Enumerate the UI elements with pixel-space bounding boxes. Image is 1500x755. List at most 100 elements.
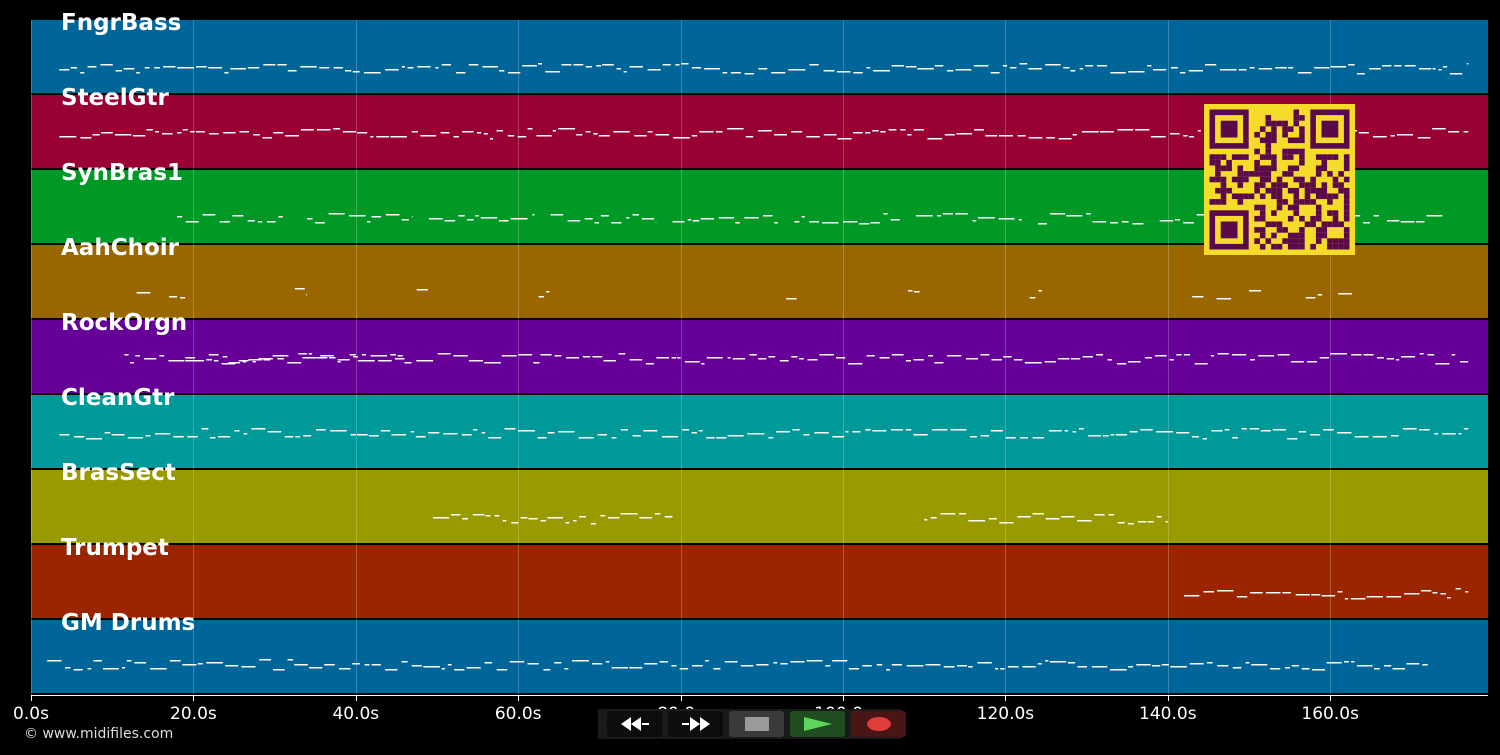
note-mark (1217, 590, 1234, 592)
note-mark (1097, 65, 1107, 67)
note-mark (1079, 428, 1084, 430)
note-mark (1205, 64, 1217, 66)
fast-forward-icon (681, 717, 710, 731)
note-mark (533, 362, 540, 364)
axis-tick-label: 60.0s (494, 704, 542, 724)
note-mark (1127, 523, 1134, 525)
note-mark (1117, 129, 1134, 131)
track-lane[interactable]: AahChoir (31, 235, 1488, 318)
note-mark (1072, 431, 1077, 433)
play-button[interactable] (790, 711, 845, 737)
track-name: BrasSect (61, 460, 176, 486)
note-mark (522, 65, 537, 67)
note-mark (1155, 355, 1167, 357)
note-mark (1401, 356, 1416, 358)
note-mark (337, 361, 341, 363)
note-mark (1099, 131, 1114, 133)
track-lane[interactable]: BrasSect (31, 460, 1488, 543)
note-mark (1088, 435, 1101, 437)
note-mark (154, 67, 160, 69)
note-mark (1140, 429, 1153, 431)
note-mark (65, 667, 71, 669)
note-mark (461, 434, 472, 436)
note-mark (499, 70, 505, 72)
note-mark (1108, 514, 1115, 516)
note-mark (613, 131, 630, 133)
note-mark (888, 129, 897, 131)
note-mark (1250, 359, 1255, 361)
note-mark (428, 218, 443, 220)
note-mark (122, 667, 126, 669)
note-mark (219, 221, 230, 223)
note-mark (999, 135, 1013, 137)
note-mark (656, 357, 670, 359)
note-mark (942, 213, 953, 215)
note-mark (585, 131, 591, 133)
note-mark (859, 223, 870, 225)
note-mark (727, 435, 744, 437)
stop-button[interactable] (729, 711, 784, 737)
note-mark (1392, 668, 1405, 670)
note-mark (1435, 363, 1450, 365)
note-mark (123, 68, 135, 70)
note-mark (201, 428, 209, 430)
note-mark (101, 132, 113, 134)
note-mark (342, 131, 356, 133)
note-mark (1432, 592, 1438, 594)
note-mark (357, 434, 368, 436)
note-mark (221, 363, 236, 365)
note-mark (647, 131, 653, 133)
note-mark (1153, 69, 1167, 71)
note-sequence (1184, 588, 1469, 600)
note-mark (596, 65, 602, 67)
note-mark (320, 355, 334, 357)
note-mark (329, 357, 336, 359)
note-mark (1448, 131, 1460, 133)
note-mark (930, 517, 937, 519)
note-mark (248, 359, 263, 361)
note-mark (735, 222, 740, 224)
note-mark (905, 360, 911, 362)
note-mark (1372, 436, 1387, 438)
fast-forward-button[interactable] (668, 711, 723, 737)
note-mark (357, 132, 368, 134)
note-mark (1419, 68, 1432, 70)
note-mark (1129, 431, 1138, 433)
note-mark (1207, 662, 1213, 664)
note-mark (435, 67, 439, 69)
track-lane[interactable]: Trumpet (31, 535, 1488, 618)
note-mark (1217, 665, 1229, 667)
note-mark (74, 436, 85, 438)
note-mark (319, 67, 330, 69)
note-mark (1082, 356, 1093, 358)
note-mark (1440, 593, 1446, 595)
track-lane[interactable]: FngrBass (31, 10, 1488, 93)
note-mark (832, 436, 845, 438)
note-mark (130, 362, 134, 364)
note-mark (931, 429, 948, 431)
note-mark (632, 214, 639, 216)
note-mark (573, 520, 577, 522)
note-mark (502, 520, 507, 522)
note-mark (300, 66, 317, 68)
note-mark (1110, 72, 1126, 74)
note-mark (1115, 434, 1128, 436)
note-mark (303, 435, 312, 437)
track-name: RockOrgn (61, 310, 188, 336)
track-lane[interactable]: CleanGtr (31, 385, 1488, 468)
track-lane[interactable]: GM Drums (31, 610, 1488, 693)
note-mark (1297, 72, 1312, 74)
note-mark (528, 518, 538, 520)
record-button[interactable] (851, 711, 906, 737)
rewind-button[interactable] (607, 711, 662, 737)
note-mark (662, 64, 671, 66)
grid-line (843, 20, 844, 695)
note-mark (1150, 136, 1166, 138)
note-mark (1189, 663, 1204, 665)
track-lane[interactable]: RockOrgn (31, 310, 1488, 393)
note-mark (730, 72, 741, 74)
note-mark (1176, 354, 1182, 356)
note-mark (722, 72, 728, 74)
note-mark (1466, 63, 1469, 65)
